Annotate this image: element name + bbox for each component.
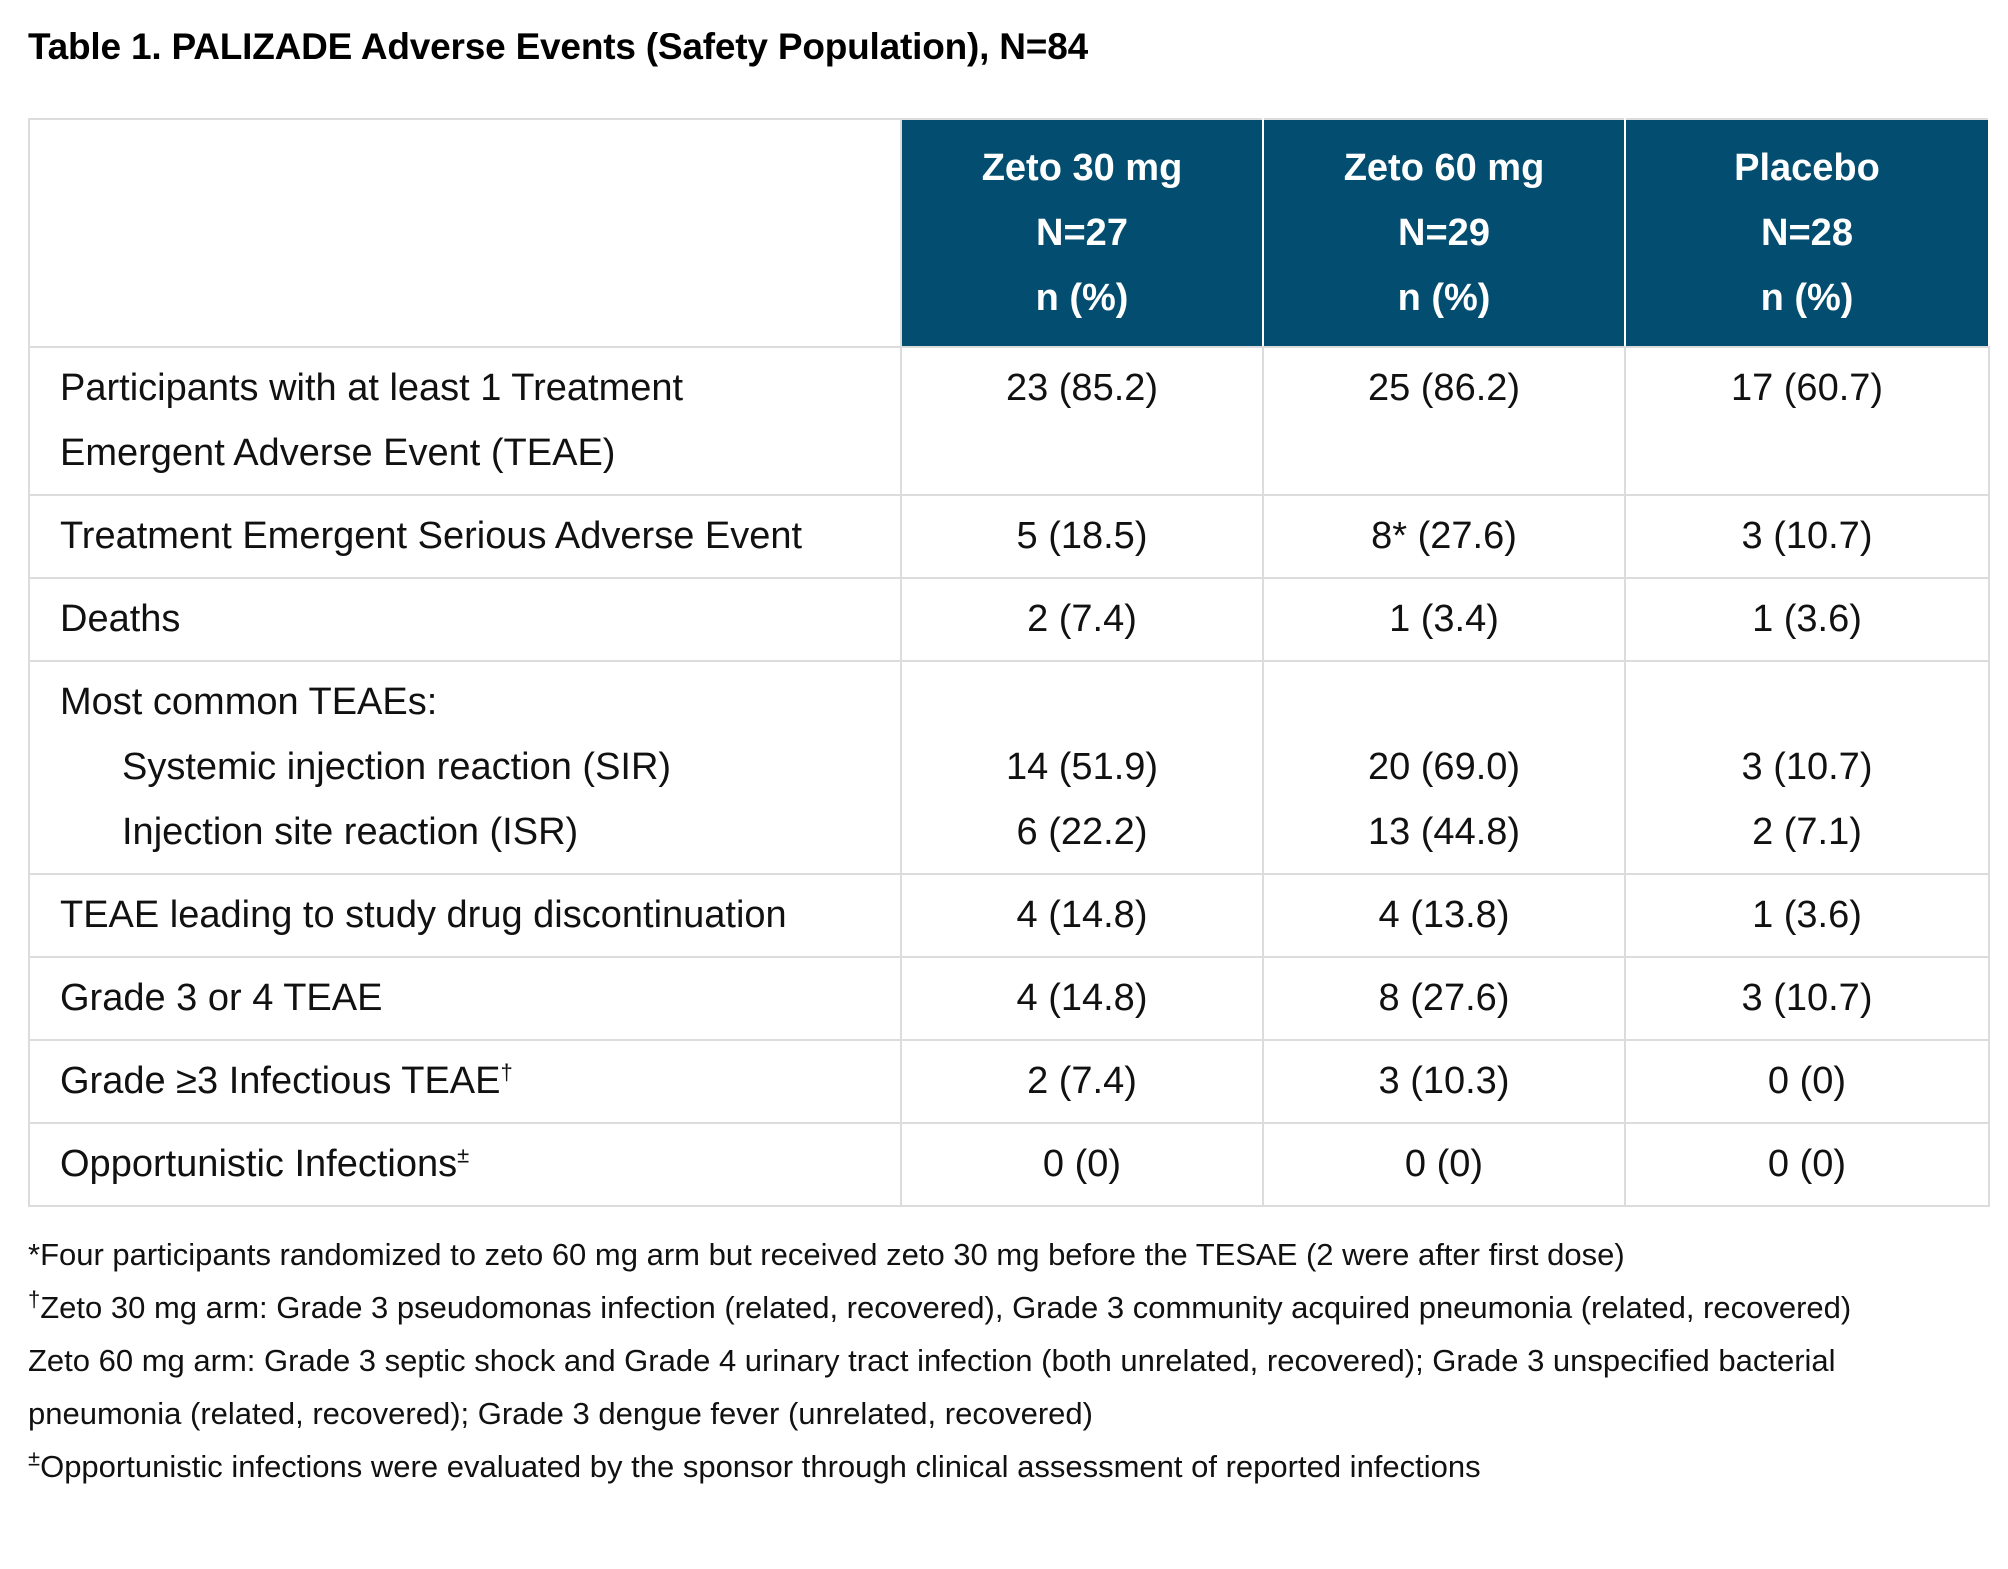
header-row: Zeto 30 mg N=27 n (%) Zeto 60 mg N=29 n … xyxy=(28,118,1990,348)
footnote-1: *Four participants randomized to zeto 60… xyxy=(28,1237,1625,1272)
table-row: Participants with at least 1 Treatment E… xyxy=(28,346,1990,496)
row-label-text: Grade ≥3 Infectious TEAE xyxy=(60,1060,501,1102)
subrow-label-isr: Injection site reaction (ISR) xyxy=(122,811,579,853)
cell-value: 4 (13.8) xyxy=(1262,873,1626,958)
cell-value: 8 (27.6) xyxy=(1262,956,1626,1041)
table-row: Grade 3 or 4 TEAE 4 (14.8) 8 (27.6) 3 (1… xyxy=(28,956,1990,1041)
row-label-line: Most common TEAEs: xyxy=(60,681,438,723)
header-arm-n: N=29 xyxy=(1398,211,1490,254)
header-arm-n: N=28 xyxy=(1761,211,1853,254)
cell-value-group: 20 (69.0) 13 (44.8) xyxy=(1262,660,1626,875)
footnote-2: †Zeto 30 mg arm: Grade 3 pseudomonas inf… xyxy=(28,1281,1988,1334)
footnote-4: ±Opportunistic infections were evaluated… xyxy=(28,1440,1988,1493)
header-zeto-30: Zeto 30 mg N=27 n (%) xyxy=(900,118,1264,348)
cell-value: 2 (7.4) xyxy=(900,577,1264,662)
table-row: TEAE leading to study drug discontinuati… xyxy=(28,873,1990,958)
cell-value: 2 (7.1) xyxy=(1752,811,1862,853)
row-label-opportunistic: Opportunistic Infections± xyxy=(28,1122,902,1207)
footnotes: *Four participants randomized to zeto 60… xyxy=(28,1228,1988,1493)
cell-value: 23 (85.2) xyxy=(900,346,1264,496)
cell-value: 1 (3.4) xyxy=(1262,577,1626,662)
cell-value: 13 (44.8) xyxy=(1367,811,1521,853)
cell-value: 25 (86.2) xyxy=(1262,346,1626,496)
cell-value: 2 (7.4) xyxy=(900,1039,1264,1124)
footnote-text: Opportunistic infections were evaluated … xyxy=(40,1449,1481,1484)
row-label-line: Participants with at least 1 Treatment xyxy=(60,367,684,409)
header-arm-name: Zeto 60 mg xyxy=(1343,146,1545,189)
table-row: Opportunistic Infections± 0 (0) 0 (0) 0 … xyxy=(28,1122,1990,1207)
header-placebo: Placebo N=28 n (%) xyxy=(1624,118,1990,348)
cell-value: 5 (18.5) xyxy=(900,494,1264,579)
row-label-discontinuation: TEAE leading to study drug discontinuati… xyxy=(28,873,902,958)
cell-value: 0 (0) xyxy=(900,1122,1264,1207)
subrow-label-sir: Systemic injection reaction (SIR) xyxy=(122,746,672,788)
cell-value: 20 (69.0) xyxy=(1367,746,1521,788)
cell-value: 0 (0) xyxy=(1262,1122,1626,1207)
cell-value: 4 (14.8) xyxy=(900,956,1264,1041)
row-label-deaths: Deaths xyxy=(28,577,902,662)
cell-value-group: 14 (51.9) 6 (22.2) xyxy=(900,660,1264,875)
cell-value: 4 (14.8) xyxy=(900,873,1264,958)
cell-value: 6 (22.2) xyxy=(1016,811,1148,853)
table-title: Table 1. PALIZADE Adverse Events (Safety… xyxy=(28,26,1088,67)
cell-value: 1 (3.6) xyxy=(1624,873,1990,958)
row-label-infectious: Grade ≥3 Infectious TEAE† xyxy=(28,1039,902,1124)
header-arm-name: Zeto 30 mg xyxy=(981,146,1183,189)
row-label-text: Opportunistic Infections xyxy=(60,1143,458,1185)
row-label-grade-3-4: Grade 3 or 4 TEAE xyxy=(28,956,902,1041)
header-arm-unit: n (%) xyxy=(1397,276,1491,319)
header-arm-unit: n (%) xyxy=(1760,276,1854,319)
table-row: Most common TEAEs: Systemic injection re… xyxy=(28,660,1990,875)
footnote-mark: † xyxy=(28,1286,41,1312)
footnote-mark: † xyxy=(500,1059,513,1085)
table-row: Treatment Emergent Serious Adverse Event… xyxy=(28,494,1990,579)
cell-value: 3 (10.7) xyxy=(1624,494,1990,579)
cell-value: 3 (10.7) xyxy=(1741,746,1873,788)
cell-value: 1 (3.6) xyxy=(1624,577,1990,662)
cell-value: 14 (51.9) xyxy=(1005,746,1159,788)
footnote-text: Zeto 30 mg arm: Grade 3 pseudomonas infe… xyxy=(40,1290,1852,1325)
footnote-mark: ± xyxy=(28,1445,41,1471)
row-label-line: Emergent Adverse Event (TEAE) xyxy=(60,432,616,474)
header-arm-unit: n (%) xyxy=(1035,276,1129,319)
cell-value-group: 3 (10.7) 2 (7.1) xyxy=(1624,660,1990,875)
cell-value: 3 (10.7) xyxy=(1624,956,1990,1041)
cell-value: 0 (0) xyxy=(1624,1039,1990,1124)
header-arm-name: Placebo xyxy=(1734,146,1880,189)
header-zeto-60: Zeto 60 mg N=29 n (%) xyxy=(1262,118,1626,348)
header-arm-n: N=27 xyxy=(1036,211,1128,254)
cell-value: 8* (27.6) xyxy=(1262,494,1626,579)
header-blank-cell xyxy=(28,118,902,348)
cell-value: 0 (0) xyxy=(1624,1122,1990,1207)
cell-value: 3 (10.3) xyxy=(1262,1039,1626,1124)
row-label-tesae: Treatment Emergent Serious Adverse Event xyxy=(28,494,902,579)
row-label-teae: Participants with at least 1 Treatment E… xyxy=(28,346,902,496)
footnote-3: Zeto 60 mg arm: Grade 3 septic shock and… xyxy=(28,1343,1836,1431)
table-row: Grade ≥3 Infectious TEAE† 2 (7.4) 3 (10.… xyxy=(28,1039,1990,1124)
footnote-mark: ± xyxy=(457,1142,470,1168)
table-row: Deaths 2 (7.4) 1 (3.4) 1 (3.6) xyxy=(28,577,1990,662)
adverse-events-table: Zeto 30 mg N=27 n (%) Zeto 60 mg N=29 n … xyxy=(28,118,1990,1207)
cell-value: 17 (60.7) xyxy=(1624,346,1990,496)
row-label-common-teaes: Most common TEAEs: Systemic injection re… xyxy=(28,660,902,875)
